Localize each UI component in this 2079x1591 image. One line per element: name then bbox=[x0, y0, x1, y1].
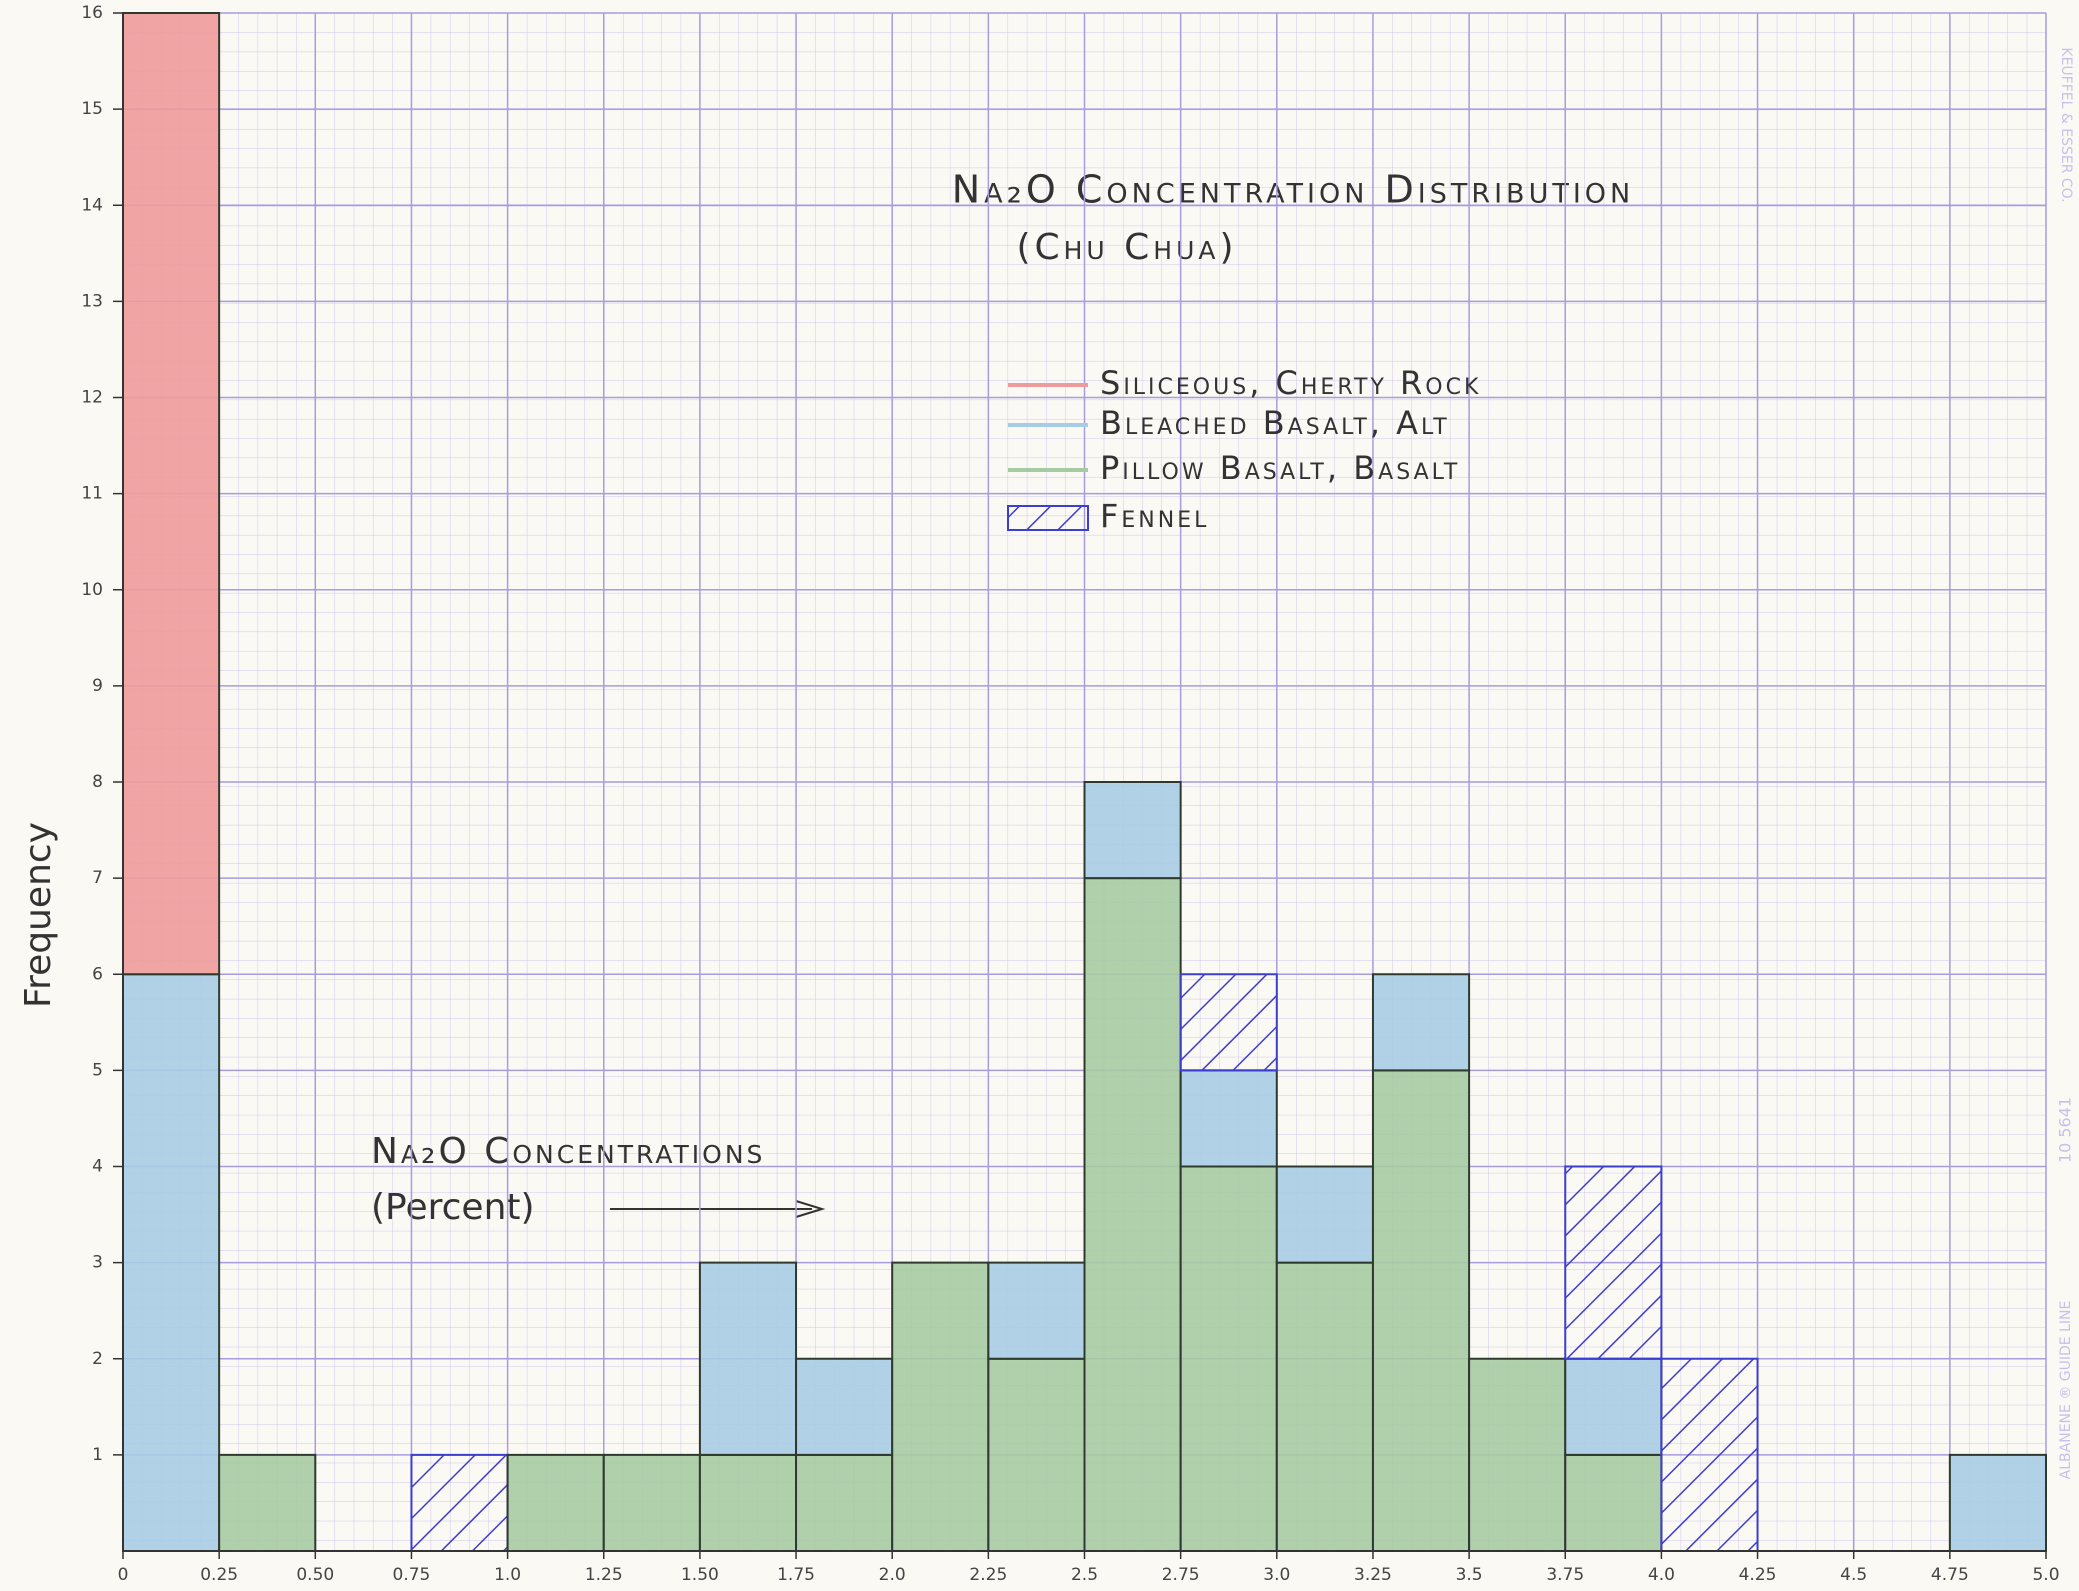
chart-subtitle: (Chu Chua) bbox=[1016, 227, 1237, 268]
histogram-bar bbox=[698, 1261, 798, 1456]
histogram-bar bbox=[410, 1453, 509, 1552]
y-tick-label: 8 bbox=[92, 772, 103, 792]
y-axis-label: Frequency bbox=[18, 822, 59, 1008]
histogram-bar bbox=[122, 973, 221, 1552]
y-tick-label: 12 bbox=[81, 388, 103, 408]
paper-label: 10 5641 bbox=[2056, 1097, 2075, 1163]
chart-title: Na₂O Concentration Distribution bbox=[952, 168, 1635, 212]
x-tick-label: 3.5 bbox=[1456, 1565, 1483, 1585]
histogram-bar bbox=[1564, 1357, 1663, 1456]
y-tick-label: 2 bbox=[92, 1349, 103, 1369]
y-tick-label: 5 bbox=[92, 1060, 103, 1080]
histogram-bar bbox=[1179, 1069, 1278, 1168]
x-tick-label: 4.75 bbox=[1931, 1565, 1969, 1585]
histogram-bar bbox=[1083, 877, 1182, 1552]
y-tick-label: 6 bbox=[92, 964, 103, 984]
histogram-bar bbox=[122, 12, 221, 976]
x-tick-label: 0.50 bbox=[296, 1565, 334, 1585]
histogram-bar bbox=[1275, 1165, 1374, 1264]
x-tick-label: 0.25 bbox=[200, 1565, 238, 1585]
legend-label: Bleached Basalt, Alt bbox=[1100, 404, 1450, 442]
legend-label: Pillow Basalt, Basalt bbox=[1100, 449, 1460, 487]
x-tick-label: 3.0 bbox=[1263, 1565, 1290, 1585]
histogram-bar bbox=[1275, 1261, 1374, 1552]
y-tick-label: 15 bbox=[81, 99, 103, 119]
x-tick-label: 4.5 bbox=[1840, 1565, 1867, 1585]
histogram-bar bbox=[1179, 973, 1278, 1072]
x-tick-label: 1.25 bbox=[585, 1565, 623, 1585]
x-tick-label: 2.25 bbox=[969, 1565, 1007, 1585]
x-tick-label: 0 bbox=[118, 1565, 129, 1585]
paper-label: ALBANENE ® GUIDE LINE bbox=[2058, 1301, 2074, 1480]
annotation: (Percent) bbox=[371, 1187, 535, 1228]
legend-swatch bbox=[1007, 505, 1089, 531]
x-tick-label: 2.0 bbox=[879, 1565, 906, 1585]
histogram-bar bbox=[1371, 973, 1471, 1072]
x-tick-label: 1.0 bbox=[494, 1565, 521, 1585]
histogram-bar bbox=[698, 1453, 798, 1552]
histogram-bar bbox=[987, 1261, 1086, 1360]
histogram-bar bbox=[795, 1453, 894, 1552]
x-tick-label: 2.75 bbox=[1162, 1565, 1200, 1585]
legend-label: Fennel bbox=[1100, 497, 1209, 535]
y-tick-label: 14 bbox=[81, 195, 103, 215]
y-tick-label: 7 bbox=[92, 868, 103, 888]
x-tick-label: 0.75 bbox=[393, 1565, 431, 1585]
histogram-bar bbox=[1948, 1453, 2047, 1552]
x-tick-label: 3.75 bbox=[1546, 1565, 1584, 1585]
annotation: Na₂O Concentrations bbox=[371, 1131, 765, 1172]
histogram-bar bbox=[1371, 1069, 1471, 1552]
histogram-bar bbox=[506, 1453, 605, 1552]
histogram-bar bbox=[1660, 1357, 1759, 1552]
histogram-bar bbox=[1564, 1453, 1663, 1552]
y-tick-label: 9 bbox=[92, 676, 103, 696]
histogram-bar bbox=[218, 1453, 317, 1552]
paper-label: KEUFFEL & ESSER CO. bbox=[2058, 47, 2074, 202]
histogram-bar bbox=[1083, 781, 1182, 880]
x-tick-label: 5.0 bbox=[2032, 1565, 2059, 1585]
x-tick-label: 2.5 bbox=[1071, 1565, 1098, 1585]
y-tick-label: 16 bbox=[81, 3, 103, 23]
histogram-bar bbox=[1468, 1357, 1567, 1552]
x-tick-label: 1.50 bbox=[681, 1565, 719, 1585]
histogram-bar bbox=[987, 1357, 1086, 1552]
histogram-bar bbox=[602, 1453, 701, 1552]
x-tick-label: 4.25 bbox=[1739, 1565, 1777, 1585]
y-tick-label: 4 bbox=[92, 1157, 103, 1177]
y-tick-label: 10 bbox=[81, 580, 103, 600]
histogram-bar bbox=[795, 1357, 894, 1456]
annotation-arrow bbox=[610, 1200, 826, 1218]
y-tick-label: 11 bbox=[81, 484, 103, 504]
y-tick-label: 13 bbox=[81, 291, 103, 311]
legend-label: Siliceous, Cherty Rock bbox=[1100, 364, 1481, 402]
x-tick-label: 4.0 bbox=[1648, 1565, 1675, 1585]
x-tick-label: 3.25 bbox=[1354, 1565, 1392, 1585]
x-tick-label: 1.75 bbox=[777, 1565, 815, 1585]
histogram-bar bbox=[891, 1261, 990, 1552]
histogram-bar bbox=[1179, 1165, 1278, 1552]
y-tick-label: 3 bbox=[92, 1253, 103, 1273]
histogram-bar bbox=[1564, 1165, 1663, 1360]
y-tick-label: 1 bbox=[92, 1445, 103, 1465]
